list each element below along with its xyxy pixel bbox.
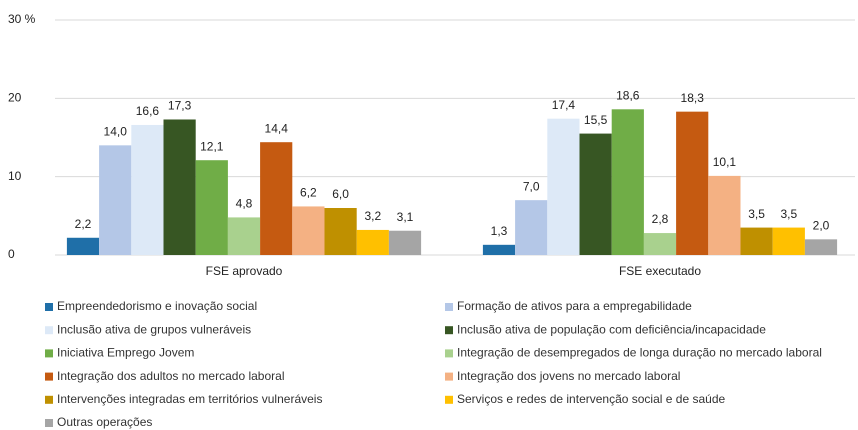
bar	[66, 237, 100, 255]
bar	[292, 206, 325, 255]
value-label: 16,6	[136, 104, 160, 118]
y-tick-label: 30 %	[8, 12, 36, 26]
y-tick-label: 10	[8, 169, 22, 183]
legend-swatch	[45, 349, 53, 358]
legend-swatch	[45, 326, 53, 335]
value-label: 4,8	[236, 197, 253, 211]
legend-label: Outras operações	[57, 415, 152, 429]
legend-swatch	[445, 303, 453, 311]
bar	[643, 233, 677, 255]
legend-swatch	[445, 349, 453, 358]
legend-swatch	[45, 372, 53, 381]
legend-label: Intervenções integradas em territórios v…	[57, 392, 322, 406]
value-label: 17,4	[552, 98, 576, 112]
value-label: 17,3	[168, 99, 192, 113]
y-tick-label: 20	[8, 91, 22, 105]
value-label: 14,4	[265, 121, 289, 135]
bar	[260, 142, 293, 255]
bar	[99, 145, 132, 255]
value-label: 2,2	[75, 217, 92, 231]
legend-swatch	[445, 395, 453, 404]
value-label: 18,3	[681, 91, 705, 105]
bar	[804, 239, 838, 255]
value-label: 2,8	[652, 212, 669, 226]
value-label: 3,2	[364, 209, 381, 223]
bar	[708, 175, 741, 255]
legend-label: Integração dos adultos no mercado labora…	[57, 369, 284, 383]
bar	[740, 227, 773, 255]
bar	[356, 229, 389, 255]
bar	[388, 230, 422, 255]
legend-label: Integração dos jovens no mercado laboral	[457, 369, 680, 383]
value-label: 3,5	[748, 207, 765, 221]
value-label: 3,5	[780, 207, 797, 221]
legend-swatch	[445, 326, 453, 335]
bar	[772, 227, 805, 255]
x-tick-label: FSE aprovado	[206, 264, 283, 278]
legend-label: Formação de ativos para a empregabilidad…	[457, 299, 692, 313]
legend-swatch	[445, 372, 453, 381]
legend-label: Serviços e redes de intervenção social e…	[457, 392, 725, 406]
value-label: 15,5	[584, 113, 608, 127]
bar	[515, 200, 548, 255]
value-label: 2,0	[813, 219, 830, 233]
legend-swatch	[45, 419, 53, 427]
value-label: 3,1	[397, 210, 414, 224]
bar	[482, 244, 516, 255]
legend-label: Iniciativa Emprego Jovem	[57, 346, 194, 360]
bar	[547, 118, 580, 255]
x-tick-label: FSE executado	[619, 264, 701, 278]
value-label: 6,0	[332, 187, 349, 201]
bar	[579, 133, 612, 255]
legend-label: Inclusão ativa de grupos vulneráveis	[57, 322, 251, 336]
value-label: 10,1	[713, 155, 737, 169]
legend-label: Integração de desempregados de longa dur…	[457, 346, 822, 360]
value-label: 12,1	[200, 139, 224, 153]
value-label: 18,6	[616, 88, 640, 102]
bar	[131, 124, 164, 255]
legend-label: Empreendedorismo e inovação social	[57, 299, 257, 313]
legend-label: Inclusão ativa de população com deficiên…	[457, 322, 766, 336]
bar	[195, 160, 228, 255]
value-label: 7,0	[523, 179, 540, 193]
bar	[227, 217, 261, 255]
y-tick-label: 0	[8, 247, 15, 261]
legend-swatch	[45, 303, 53, 311]
value-label: 14,0	[104, 125, 128, 139]
legend-swatch	[45, 395, 53, 404]
bar	[676, 111, 709, 256]
bar	[324, 208, 357, 255]
bar	[163, 119, 196, 255]
value-label: 1,3	[491, 224, 508, 238]
bar	[611, 109, 644, 255]
value-label: 6,2	[300, 186, 317, 200]
